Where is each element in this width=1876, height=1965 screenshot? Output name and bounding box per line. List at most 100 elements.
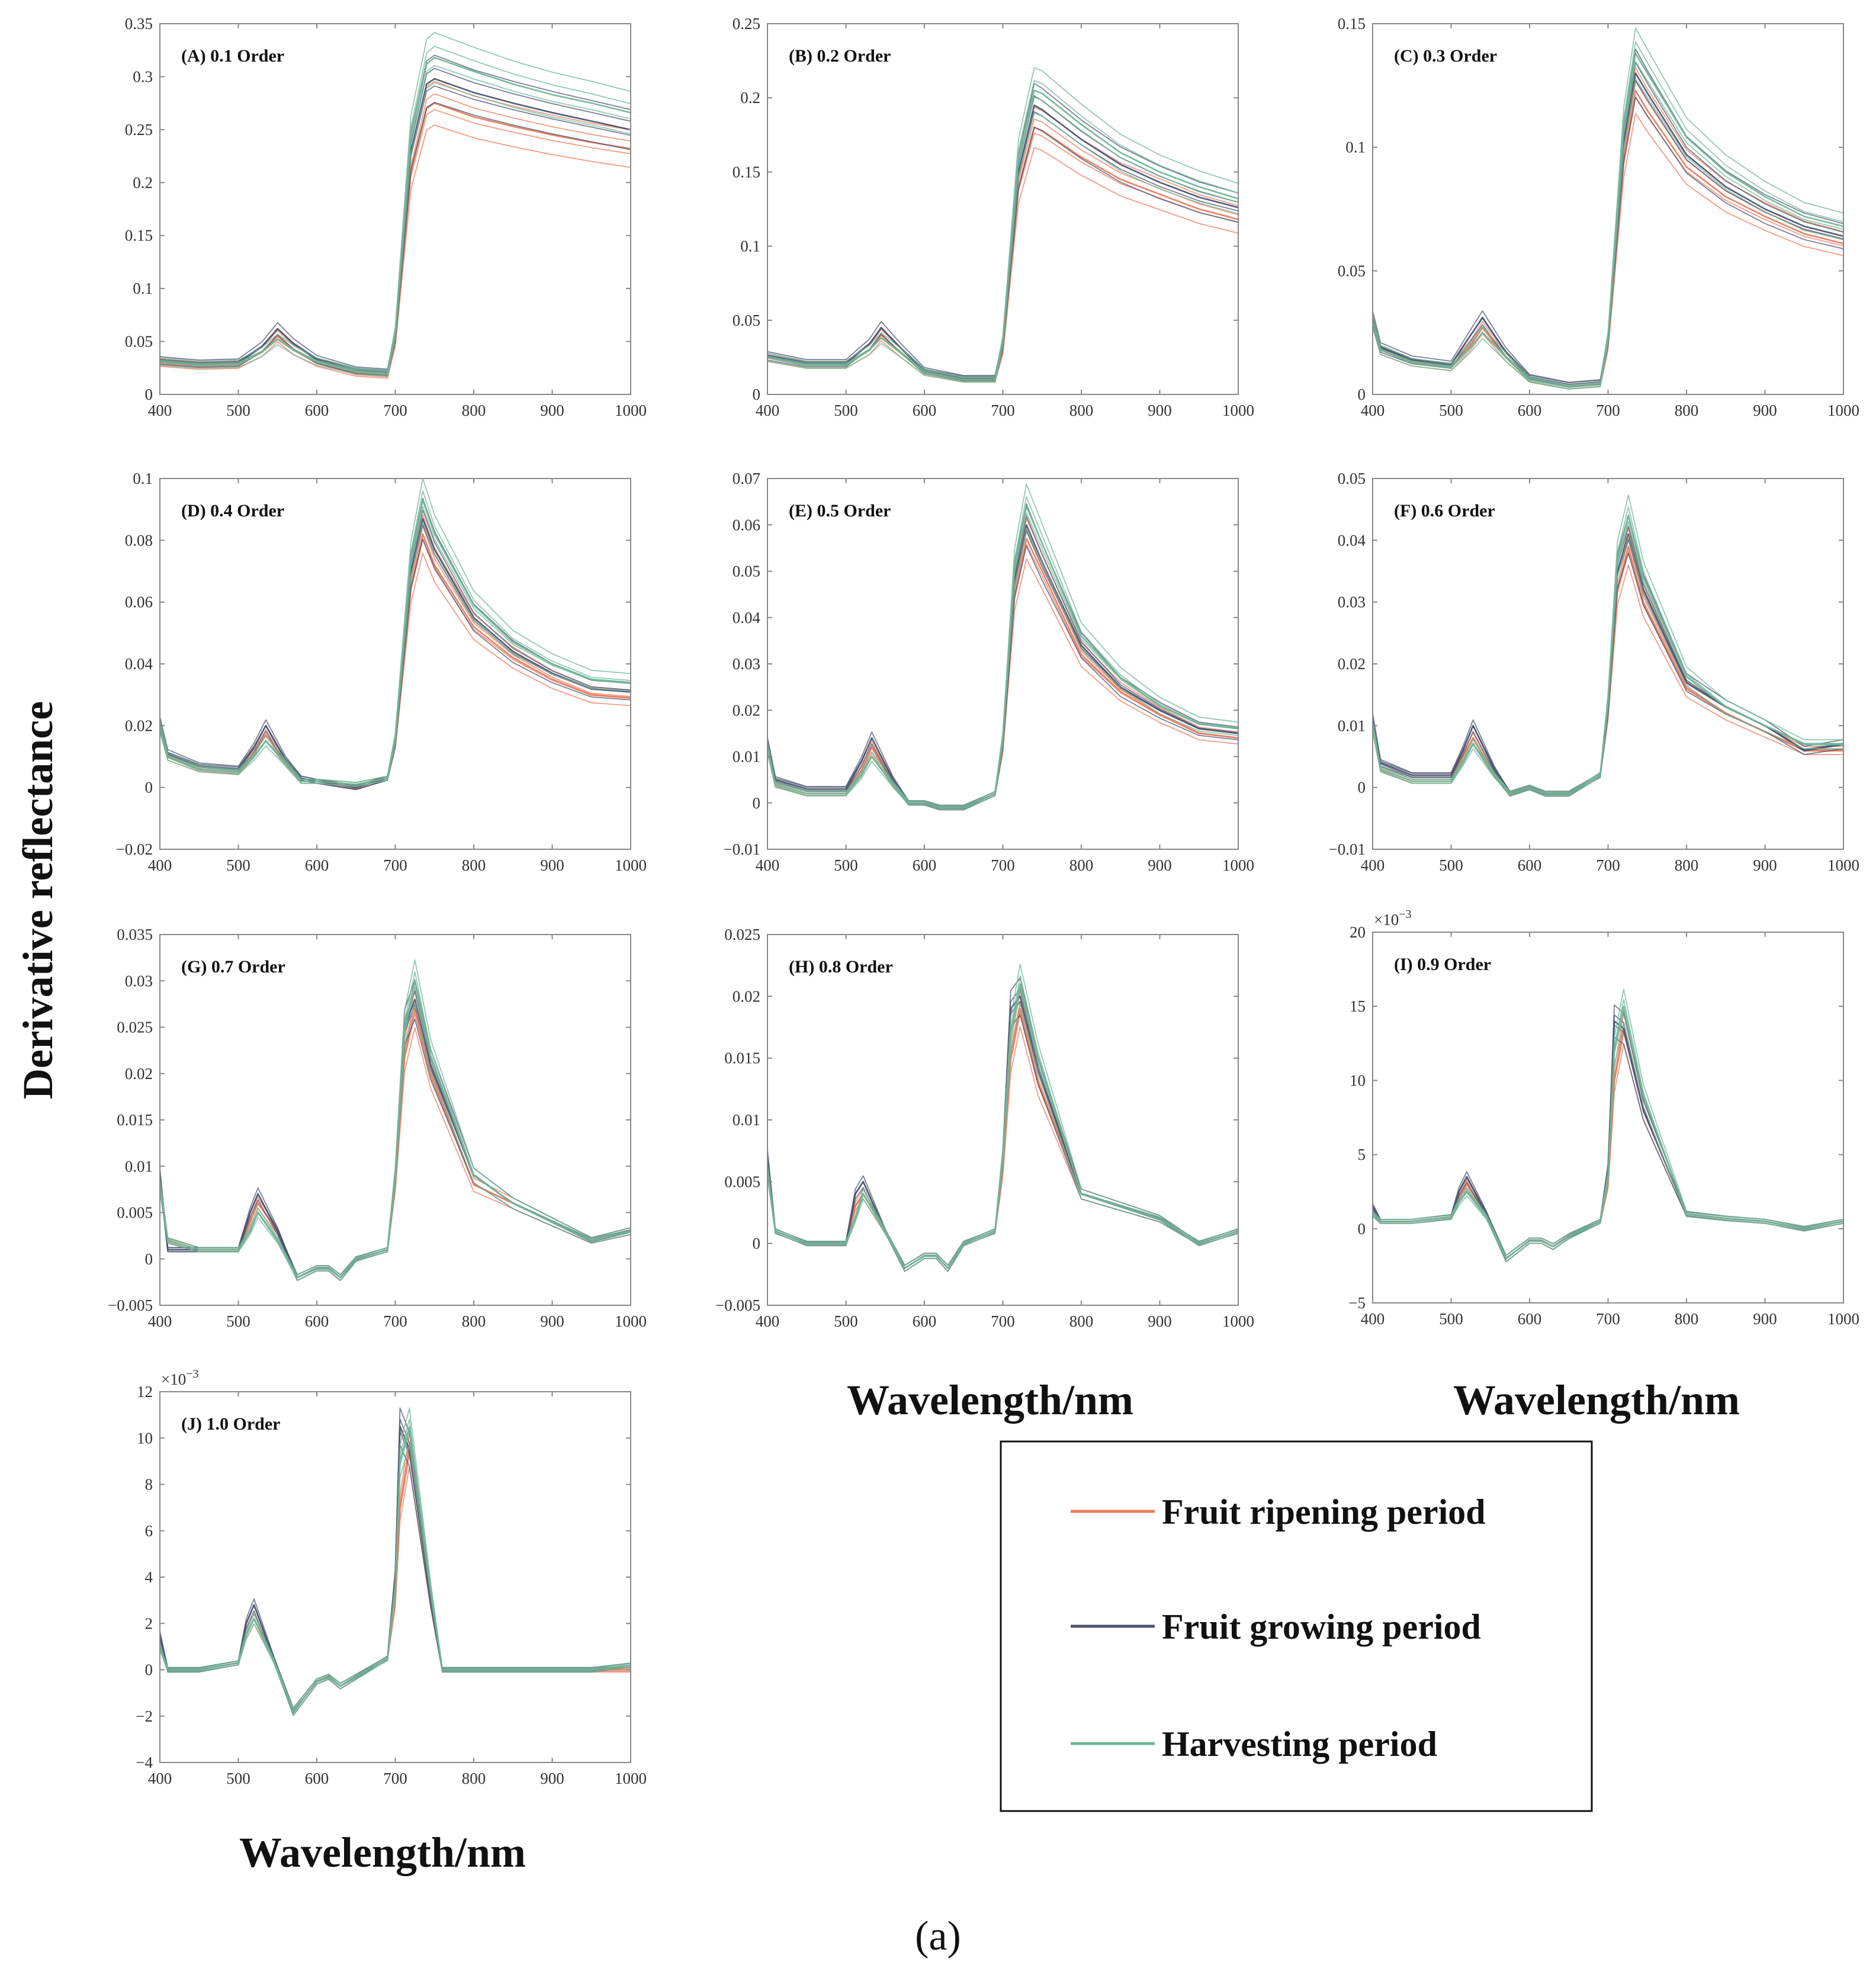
y-tick-label: 0.02 (1338, 655, 1366, 673)
y-tick-label: 0.01 (1338, 717, 1366, 734)
plot-area (1373, 479, 1843, 849)
panel-title: (H) 0.8 Order (789, 957, 893, 977)
y-tick-label: 0.25 (733, 15, 760, 33)
y-tick-label: 0.01 (733, 1111, 760, 1129)
x-axis-label-col1: Wavelength/nm (239, 1829, 526, 1876)
x-tick-label: 600 (305, 1312, 329, 1330)
series-group (767, 964, 1238, 1272)
y-tick-label: 0.05 (125, 333, 153, 351)
x-tick-label: 1000 (615, 1312, 647, 1330)
x-axis-label-col2: Wavelength/nm (847, 1376, 1133, 1424)
y-tick-label: −0.01 (724, 840, 760, 858)
y-tick-label: 0.05 (733, 312, 760, 329)
x-tick-label: 900 (540, 1770, 564, 1787)
x-tick-label: 400 (148, 1770, 172, 1787)
y-tick-label: 6 (145, 1522, 153, 1540)
y-tick-label: 2 (145, 1614, 153, 1632)
y-tick-label: 0.025 (724, 926, 760, 943)
y-tick-label: 0.15 (125, 227, 153, 245)
x-tick-label: 400 (1361, 1310, 1385, 1328)
y-tick-label: 0.02 (125, 717, 153, 734)
x-tick-label: 400 (1361, 856, 1385, 874)
plot-area (160, 935, 631, 1305)
x-tick-label: 800 (462, 856, 486, 874)
series-line-harvesting-3 (767, 512, 1238, 806)
series-group (160, 479, 631, 791)
y-tick-label: 0.05 (1338, 470, 1366, 487)
y-tick-label: 0.1 (1345, 139, 1366, 156)
y-tick-label: 0 (753, 794, 761, 812)
series-line-harvesting-3 (160, 506, 631, 783)
chart-panel-2: 400 500 600 700 800 900 1000 0 0.05 0.1 0.15 0.2 0.2… (733, 15, 1254, 419)
legend-label-harvesting: Harvesting period (1162, 1725, 1437, 1764)
series-line-harvesting-1 (1373, 1023, 1843, 1258)
y-tick-label: 0.025 (117, 1019, 153, 1036)
y-tick-label: 0 (753, 1235, 761, 1253)
y-tick-label: 0.1 (133, 470, 153, 487)
chart-panel-3: 400 500 600 700 800 900 1000 0 0.05 0.1 0.15 (C) 0.… (1338, 15, 1859, 419)
series-line-harvesting-3 (1373, 521, 1843, 792)
y-axis-label: Derivative reflectance (14, 701, 62, 1099)
series-line-harvesting-4 (160, 971, 631, 1282)
x-tick-label: 700 (1596, 402, 1620, 419)
x-tick-label: 800 (1675, 856, 1699, 874)
y-tick-label: 4 (145, 1568, 153, 1586)
panel-title: (D) 0.4 Order (181, 501, 284, 521)
series-line-harvesting-3 (160, 1431, 631, 1709)
y-tick-label: 0 (1358, 1220, 1366, 1238)
x-tick-label: 500 (1439, 1310, 1463, 1328)
y-exponent-label: ×10−3 (161, 1367, 199, 1388)
x-tick-label: 700 (991, 856, 1015, 874)
y-tick-label: 0.15 (1338, 15, 1366, 33)
series-line-harvesting-3 (767, 989, 1238, 1266)
series-line-harvesting-1 (767, 113, 1238, 383)
series-group (160, 1407, 631, 1716)
series-line-harvesting-3 (1373, 60, 1843, 386)
x-tick-label: 400 (756, 1312, 780, 1330)
x-tick-label: 700 (1596, 1310, 1620, 1328)
x-tick-label: 600 (305, 402, 329, 419)
y-tick-label: 0.005 (724, 1173, 760, 1190)
legend: Fruit ripening period Fruit growing peri… (1000, 1440, 1593, 1812)
chart-panel-1: 400 500 600 700 800 900 1000 0 0.05 0.1 0.15 0.2 0.2… (125, 15, 647, 419)
y-tick-label: 0.2 (133, 174, 153, 191)
series-line-harvesting-2 (767, 67, 1238, 378)
x-tick-label: 600 (913, 402, 937, 419)
y-tick-label: 0.15 (733, 163, 760, 181)
x-tick-label: 900 (540, 1312, 564, 1330)
chart-panel-9: 400 500 600 700 800 900 1000 −5 0 5 10 15 20 ×10−3 (I)… (1348, 908, 1859, 1328)
x-tick-label: 600 (305, 1770, 329, 1787)
y-tick-label: −0.005 (108, 1296, 153, 1314)
y-tick-label: 0.1 (133, 280, 153, 297)
y-tick-label: 5 (1358, 1146, 1366, 1164)
x-tick-label: 400 (756, 402, 780, 419)
y-tick-label: 0.03 (125, 972, 153, 990)
series-line-harvesting-3 (1373, 1010, 1843, 1256)
chart-panel-10: 400 500 600 700 800 900 1000 −4 −2 0 2 4 6 8 10 12 ×10−3… (136, 1367, 647, 1787)
y-tick-label: 0 (753, 386, 761, 403)
y-tick-label: 10 (137, 1429, 153, 1447)
series-line-harvesting-4 (160, 490, 631, 787)
x-tick-label: 500 (834, 402, 858, 419)
y-tick-label: 0.08 (125, 531, 153, 549)
x-tick-label: 400 (756, 856, 780, 874)
x-tick-label: 1000 (615, 856, 647, 874)
x-tick-label: 900 (540, 402, 564, 419)
x-tick-label: 400 (1361, 402, 1385, 419)
series-group (160, 32, 631, 379)
y-tick-label: 0.03 (1338, 593, 1366, 611)
x-tick-label: 700 (383, 402, 407, 419)
series-group (767, 67, 1238, 383)
y-tick-label: −0.02 (116, 840, 153, 858)
chart-panel-4: 400 500 600 700 800 900 1000 −0.02 0 0.02 0.04 0.06… (116, 470, 647, 874)
y-tick-label: 0.01 (125, 1157, 153, 1175)
y-tick-label: 0 (1358, 386, 1366, 403)
y-tick-label: 0.1 (740, 237, 760, 255)
panel-title: (I) 0.9 Order (1394, 955, 1491, 974)
y-tick-label: 0.07 (733, 470, 760, 487)
y-tick-label: 0.04 (733, 609, 761, 627)
y-tick-label: 0.2 (740, 89, 760, 107)
y-tick-label: 0.06 (733, 516, 760, 534)
plot-area (1373, 932, 1843, 1303)
chart-panel-5: 400 500 600 700 800 900 1000 −0.01 0 0.01 0.02 0.03… (724, 470, 1254, 874)
